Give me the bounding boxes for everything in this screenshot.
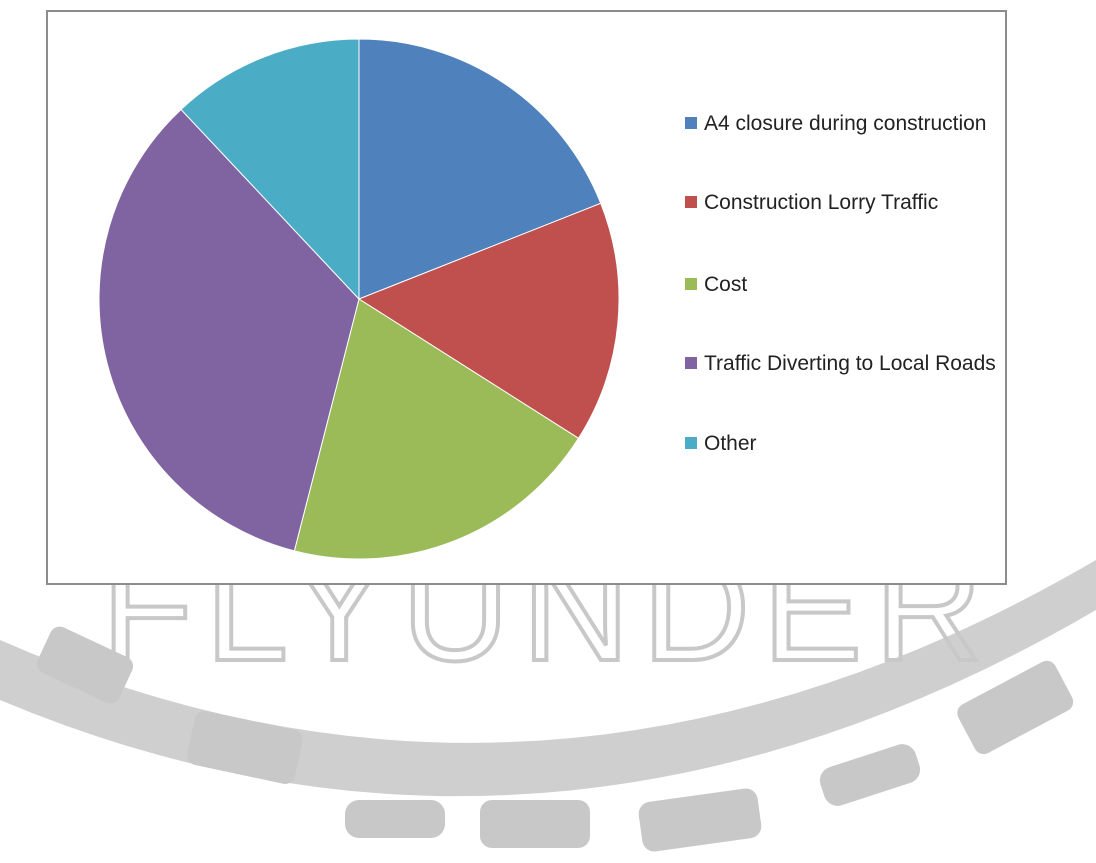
legend-swatch [685,437,697,449]
legend-swatch [685,196,697,208]
chart-area: A4 closure during construction Constructi… [46,10,1007,585]
legend-item: Traffic Diverting to Local Roads [685,348,1004,379]
legend-item: Cost [685,269,1004,300]
legend-item: A4 closure during construction [685,108,1004,139]
legend-label: Construction Lorry Traffic [704,191,938,214]
legend-label: A4 closure during construction [704,112,987,135]
page: FLYUNDER A4 closure during constructionC… [0,0,1096,863]
legend-item: Other [685,428,1004,459]
legend-label: Other [704,432,757,455]
legend-swatch [685,278,697,290]
legend-swatch [685,357,697,369]
legend-item: Construction Lorry Traffic [685,187,1004,218]
legend-swatch [685,117,697,129]
legend-label: Traffic Diverting to Local Roads [704,352,996,375]
legend-label: Cost [704,273,747,296]
